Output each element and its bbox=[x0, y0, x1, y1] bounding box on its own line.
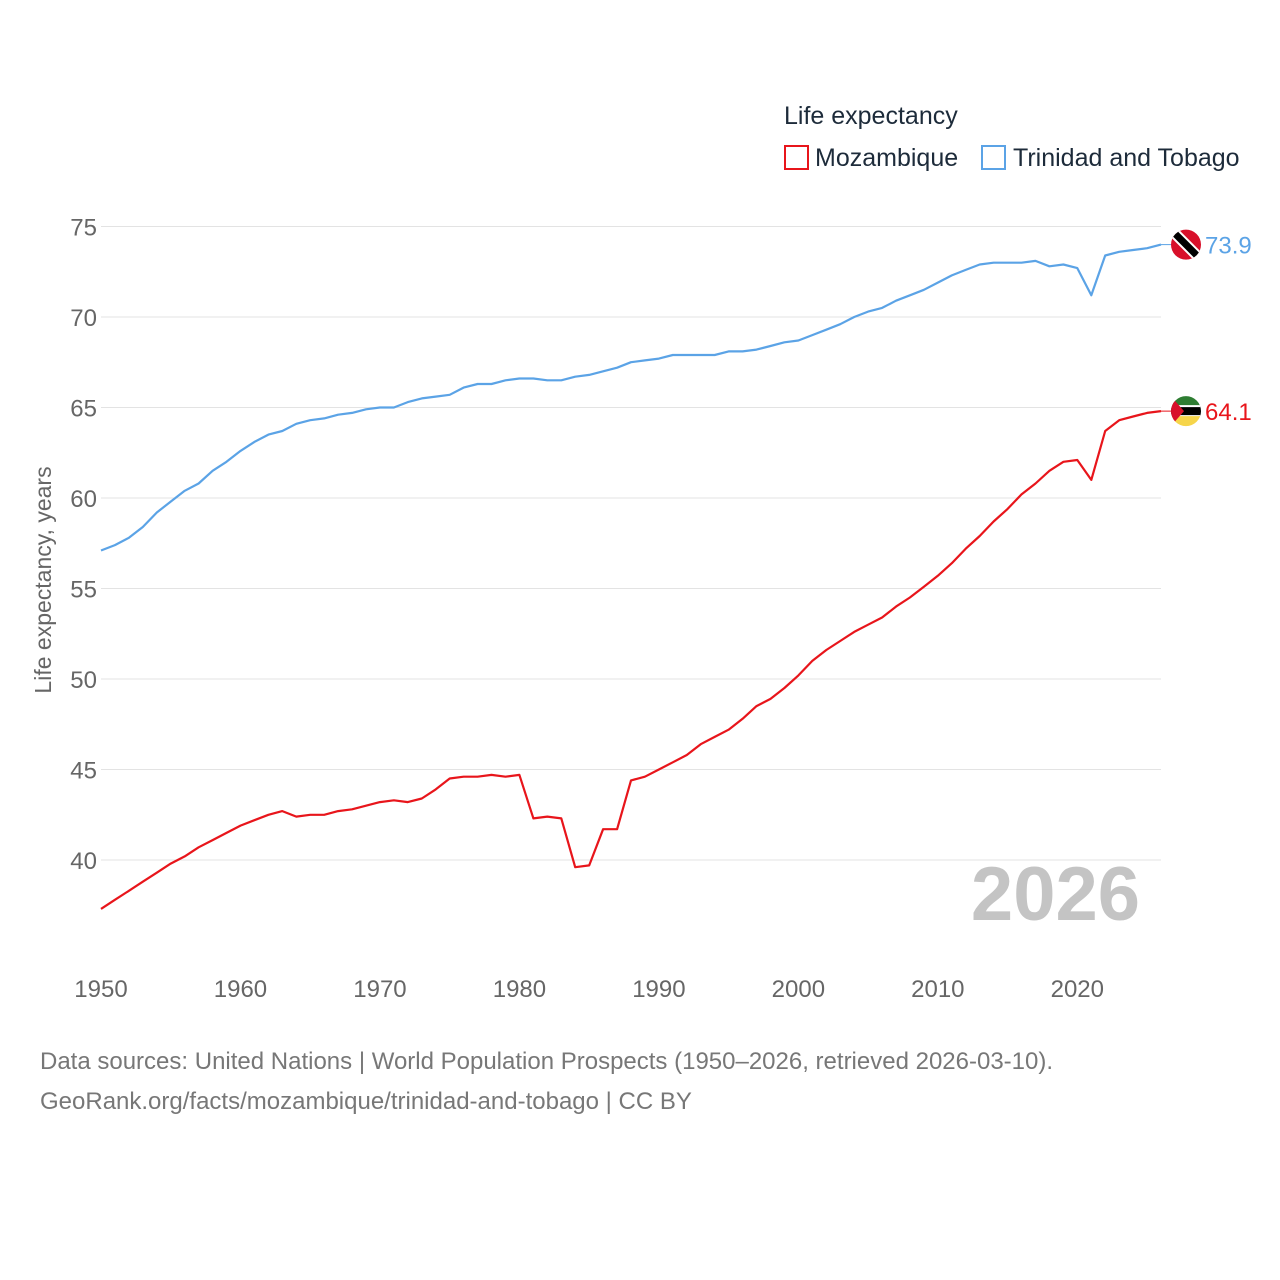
legend-item-mozambique[interactable]: Mozambique bbox=[784, 144, 958, 172]
end-value-label-mozambique: 64.1 bbox=[1205, 399, 1252, 426]
series-end-markers: 64.1 73.9 bbox=[1161, 229, 1252, 427]
x-tick-label: 1980 bbox=[493, 976, 546, 1003]
x-axis-ticks: 1950 1960 1970 1980 1990 2000 2010 2020 bbox=[74, 976, 1104, 1003]
x-tick-label: 2000 bbox=[772, 976, 825, 1003]
mozambique-flag-icon bbox=[1171, 396, 1201, 427]
x-tick-label: 1960 bbox=[214, 976, 267, 1003]
series-line-trinidad-and-tobago[interactable] bbox=[100, 243, 1162, 552]
x-tick-label: 2020 bbox=[1051, 976, 1104, 1003]
legend-title: Life expectancy bbox=[784, 102, 958, 130]
x-tick-label: 1970 bbox=[353, 976, 406, 1003]
end-value-label-trinidad-and-tobago: 73.9 bbox=[1205, 233, 1252, 260]
data-source-text: Data sources: United Nations | World Pop… bbox=[40, 1048, 1054, 1075]
legend-label-mozambique: Mozambique bbox=[815, 144, 958, 172]
series-lines bbox=[100, 243, 1162, 910]
legend-label-trinidad-and-tobago: Trinidad and Tobago bbox=[1013, 144, 1240, 172]
y-tick-label: 65 bbox=[70, 396, 97, 423]
y-tick-label: 40 bbox=[70, 848, 97, 875]
y-tick-label: 75 bbox=[70, 215, 97, 242]
y-axis-title: Life expectancy, years bbox=[30, 466, 56, 693]
y-tick-label: 70 bbox=[70, 305, 97, 332]
life-expectancy-chart: 40 45 50 55 60 65 70 75 1950 1960 1970 1980 1990 200… bbox=[30, 102, 1252, 1003]
y-axis-ticks: 40 45 50 55 60 65 70 75 bbox=[70, 215, 97, 876]
trinidad-and-tobago-flag-icon bbox=[1171, 229, 1201, 260]
footer: Data sources: United Nations | World Pop… bbox=[40, 1042, 1053, 1122]
legend-swatch-trinidad-and-tobago bbox=[981, 145, 1006, 170]
legend: Life expectancy Mozambique Trinidad and … bbox=[784, 102, 1240, 172]
x-tick-label: 1950 bbox=[74, 976, 127, 1003]
series-line-mozambique[interactable] bbox=[100, 410, 1162, 910]
legend-swatch-mozambique bbox=[784, 145, 809, 170]
y-tick-label: 50 bbox=[70, 667, 97, 694]
gridlines bbox=[101, 226, 1161, 861]
y-tick-label: 45 bbox=[70, 758, 97, 785]
year-watermark: 2026 bbox=[971, 852, 1140, 937]
x-tick-label: 2010 bbox=[911, 976, 964, 1003]
source-url-text[interactable]: GeoRank.org/facts/mozambique/trinidad-an… bbox=[40, 1088, 692, 1115]
y-tick-label: 60 bbox=[70, 486, 97, 513]
y-tick-label: 55 bbox=[70, 577, 97, 604]
legend-item-trinidad-and-tobago[interactable]: Trinidad and Tobago bbox=[981, 144, 1240, 172]
x-tick-label: 1990 bbox=[632, 976, 685, 1003]
